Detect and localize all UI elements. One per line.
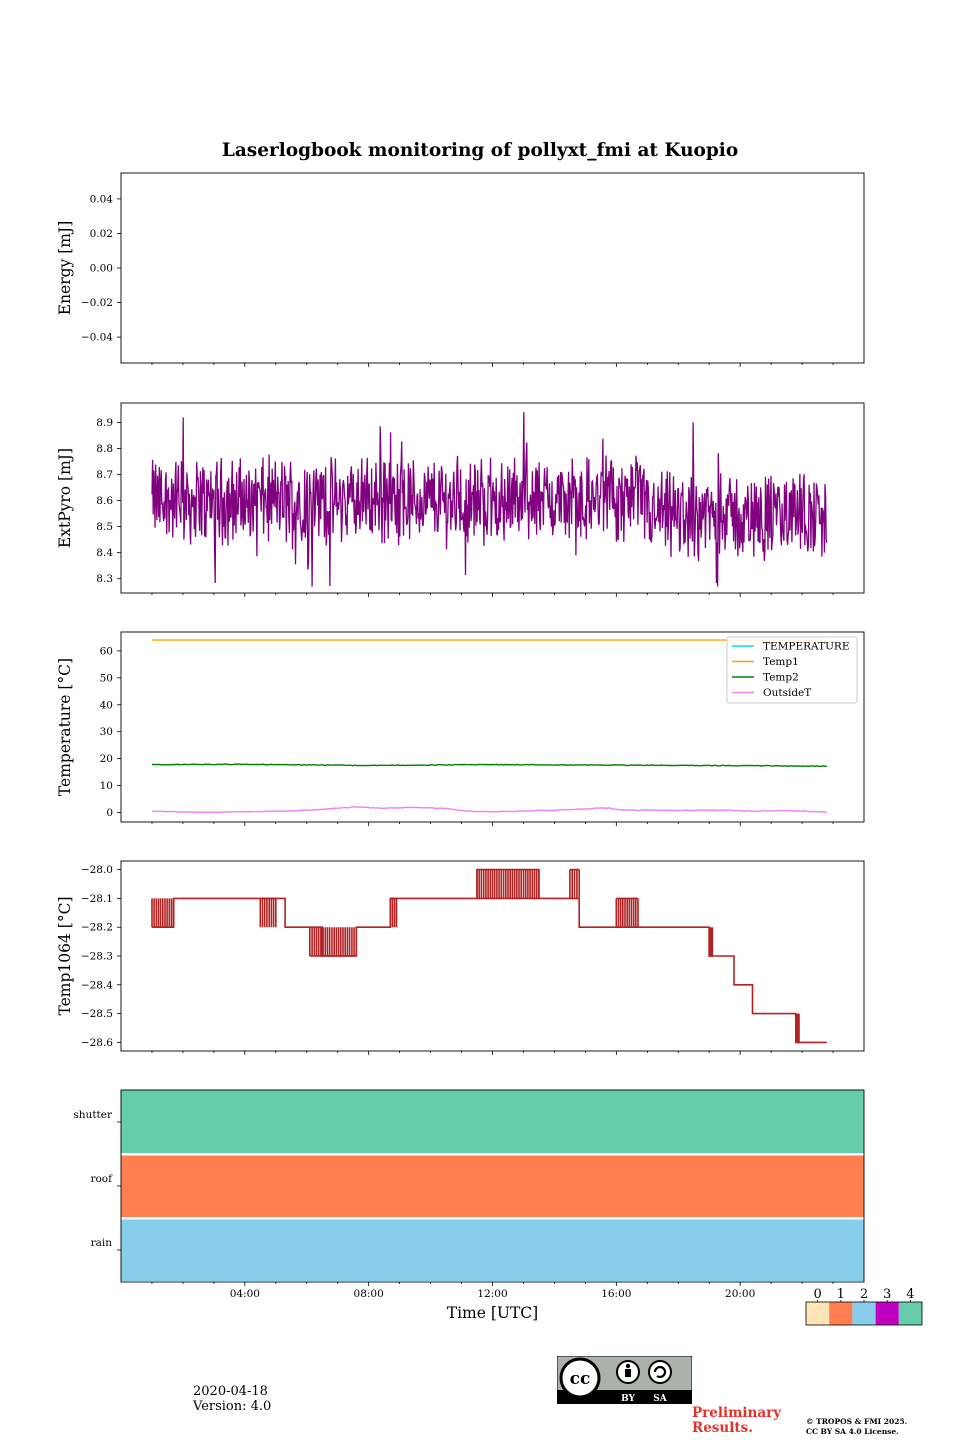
x-tick-label: 16:00 (601, 1288, 631, 1300)
svg-text:SA: SA (653, 1394, 667, 1404)
cc-icon (559, 1357, 601, 1399)
flag-row-label: shutter (73, 1109, 113, 1121)
copyright-note: © TROPOS & FMI 2025. CC BY SA 4.0 Licens… (806, 1417, 907, 1437)
svg-text:BY: BY (621, 1394, 635, 1404)
flag-row-label: roof (90, 1173, 113, 1185)
y-tick-label: 0.02 (90, 228, 113, 240)
legend: TEMPERATURE Temp1 Temp2 OutsideT (726, 636, 858, 704)
y-tick-label: 10 (100, 780, 113, 792)
flicker-segment (476, 869, 540, 900)
colorbar-swatch (898, 1302, 922, 1325)
flicker-segment (615, 897, 639, 928)
temperature-ylabel: Temperature [°C] (56, 658, 74, 796)
temp1064-ylabel: Temp1064 [°C] (56, 896, 74, 1015)
flicker-segment (569, 868, 580, 899)
preliminary-note: Preliminary Results. (692, 1406, 781, 1436)
flag-row-rain (121, 1219, 864, 1281)
y-tick-label: 0 (106, 807, 113, 819)
flicker-segment (389, 897, 398, 928)
x-tick-label: 04:00 (230, 1288, 260, 1300)
y-tick-label: −28.2 (81, 922, 113, 934)
y-tick-label: 0.04 (90, 193, 114, 205)
extpyro-ylabel: ExtPyro [mJ] (56, 448, 74, 548)
y-tick-label: −28.5 (81, 1008, 113, 1020)
colorbar-swatch (875, 1302, 899, 1325)
y-tick-label: −28.6 (81, 1037, 113, 1049)
preliminary-line2: Results. (692, 1420, 753, 1436)
y-tick-label: 8.5 (96, 521, 113, 533)
copyright-line1: © TROPOS & FMI 2025. (806, 1417, 908, 1426)
temperature-panel: 0 10 20 30 40 50 60 Temperature [°C] TEMPERATURE… (56, 631, 865, 826)
x-tick-label: 20:00 (725, 1288, 755, 1300)
series-outsidet (151, 806, 828, 814)
colorbar-swatch (806, 1302, 830, 1325)
flag-row-label: rain (91, 1237, 113, 1249)
y-tick-label: −28.1 (81, 893, 113, 905)
copyright-line2: CC BY SA 4.0 License. (806, 1427, 899, 1436)
temp1064-panel: −28.6 −28.5 −28.4 −28.3 −28.2 −28.1 −28.0 Temp1… (56, 860, 865, 1055)
y-tick-label: −28.0 (81, 864, 113, 876)
flicker-segment (309, 927, 358, 957)
flicker-segment (151, 898, 175, 928)
y-tick-label: 8.3 (96, 573, 113, 585)
colorbar-label: 2 (860, 1287, 868, 1302)
y-tick-label: −28.3 (81, 951, 113, 963)
flags-panel: shutter roof rain 04:00 08:00 12:00 16:00 20:00… (73, 1089, 865, 1322)
y-tick-label: 40 (100, 699, 113, 711)
extpyro-panel: 8.3 8.4 8.5 8.6 8.7 8.8 8.9 ExtPyro [mJ] (56, 402, 865, 597)
colorbar-swatch (852, 1302, 876, 1325)
footer-version: Version: 4.0 (193, 1399, 272, 1414)
y-tick-label: 8.7 (96, 469, 113, 481)
legend-entry: TEMPERATURE (763, 641, 850, 653)
y-tick-label: 8.9 (96, 417, 113, 429)
figure-title: Laserlogbook monitoring of pollyxt_fmi a… (221, 140, 739, 161)
flicker-segment (708, 927, 714, 957)
flag-row-shutter (121, 1090, 864, 1153)
y-tick-label: 60 (100, 645, 113, 657)
y-tick-label: −0.04 (81, 332, 113, 344)
sa-share-icon (648, 1360, 672, 1384)
colorbar-label: 4 (906, 1287, 914, 1302)
y-tick-label: −0.02 (81, 297, 113, 309)
axes-frame (120, 860, 865, 1052)
cc-license-badge: cc BY SA (557, 1356, 692, 1404)
energy-panel: −0.04 −0.02 0.00 0.02 0.04 Energy [mJ] (56, 172, 865, 367)
axes-frame (120, 631, 865, 823)
footer-date: 2020-04-18 (193, 1384, 268, 1399)
series-temp2 (151, 763, 827, 768)
colorbar-swatch (829, 1302, 853, 1325)
y-tick-label: 8.4 (96, 547, 113, 559)
svg-text:cc: cc (570, 1369, 591, 1389)
y-tick-label: −28.4 (81, 979, 113, 991)
x-tick-label: 08:00 (354, 1288, 384, 1300)
flicker-segment (795, 1013, 800, 1044)
series-temp1064 (151, 868, 827, 1044)
legend-entry: Temp2 (763, 672, 799, 684)
colorbar-label: 1 (837, 1287, 845, 1302)
preliminary-line1: Preliminary (692, 1405, 782, 1421)
legend-entry: OutsideT (763, 687, 811, 699)
flicker-segment (259, 897, 277, 928)
y-tick-label: 20 (100, 753, 113, 765)
energy-ylabel: Energy [mJ] (56, 221, 74, 316)
footer-date-version: 2020-04-18 Version: 4.0 (193, 1384, 271, 1414)
y-tick-label: 0.00 (90, 263, 113, 275)
legend-entry: Temp1 (763, 656, 799, 668)
colorbar-label: 0 (813, 1287, 821, 1302)
y-tick-label: 8.6 (96, 495, 113, 507)
y-tick-label: 50 (100, 672, 113, 684)
axes-frame (120, 402, 865, 594)
series-extpyro (151, 412, 828, 587)
axes-frame (120, 172, 865, 364)
colorbar-label: 3 (883, 1287, 891, 1302)
y-tick-label: 30 (100, 726, 113, 738)
x-tick-label: 12:00 (477, 1288, 507, 1300)
y-tick-label: 8.8 (96, 443, 113, 455)
flag-row-roof (121, 1155, 864, 1217)
x-axis-label: Time [UTC] (447, 1304, 538, 1322)
